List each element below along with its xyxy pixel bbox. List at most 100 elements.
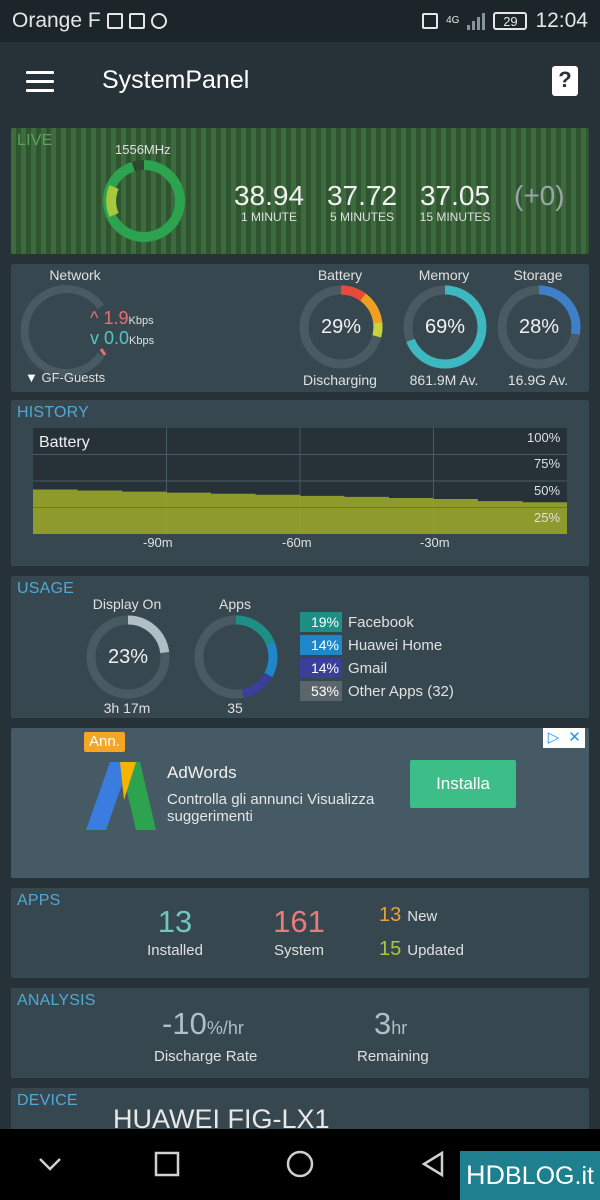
discharge-rate-unit: %/hr	[206, 1018, 244, 1038]
apps-card[interactable]: APPS 13 Installed 161 System 13 New 15 U…	[11, 888, 589, 978]
download-unit: Kbps	[129, 335, 155, 347]
ad-install-button[interactable]: Installa	[410, 760, 516, 808]
network-download: v 0.0Kbps	[90, 328, 154, 349]
analysis-card[interactable]: ANALYSIS -10%/hr Discharge Rate 3hr Rema…	[11, 988, 589, 1078]
apps-new-value: 13	[379, 904, 402, 926]
legend-gmail-pct: 14%	[300, 658, 342, 678]
apps-usage-ring	[194, 615, 278, 699]
apps-usage-label: Apps	[219, 596, 251, 612]
nav-collapse-chevron-icon[interactable]	[35, 1149, 65, 1179]
battery-ring-gauge	[299, 285, 383, 369]
storage-percent: 28%	[518, 316, 560, 338]
history-series-label: Battery	[39, 434, 90, 451]
nav-back-icon[interactable]	[418, 1149, 448, 1179]
memory-percent: 69%	[424, 316, 466, 338]
load-15min-label: 15 MINUTES	[419, 210, 491, 224]
battery-ring-segment-0	[299, 285, 383, 369]
display-on-ring-gauge	[86, 615, 170, 699]
app-bar: SystemPanel ?	[0, 42, 600, 122]
discharge-rate-label: Discharge Rate	[154, 1048, 258, 1065]
remaining-label: Remaining	[357, 1048, 429, 1065]
network-type-label: 4G	[446, 15, 460, 26]
upload-unit: Kbps	[128, 315, 154, 327]
memory-ring-arc	[403, 285, 487, 369]
wifi-ssid-text: GF-Guests	[41, 370, 106, 385]
ad-close-icon[interactable]: ✕	[568, 729, 581, 746]
apps-new[interactable]: 13 New	[379, 904, 437, 927]
legend-huawei-home[interactable]: 14% Huawei Home	[300, 635, 442, 655]
network-upload: ^ 1.9Kbps	[90, 308, 154, 329]
apps-ring-segment-1	[194, 615, 278, 699]
y-tick-25: 25%	[534, 510, 561, 525]
hamburger-menu-icon[interactable]	[26, 71, 54, 93]
display-on-time: 3h 17m	[103, 700, 151, 716]
watermark-blog: BLOG.it	[505, 1162, 594, 1190]
status-bar: Orange F 4G 29 12:04	[0, 0, 600, 42]
apps-new-label: New	[407, 908, 438, 925]
cpu-ring-arc	[103, 160, 185, 242]
hdblog-watermark: HDBLOG.it	[460, 1151, 600, 1200]
adwords-logo-icon	[86, 762, 156, 830]
ad-title: AdWords	[167, 763, 237, 782]
memory-ring-gauge	[403, 285, 487, 369]
nfc-icon	[422, 13, 439, 29]
ad-choices[interactable]: ▷ ✕	[543, 728, 585, 748]
gauges-card[interactable]: Network ^ 1.9Kbps v 0.0Kbps ▼ GF-Guests …	[11, 264, 589, 392]
load-15min: 37.05 15 MINUTES	[415, 180, 495, 224]
storage-gauge-label: Storage	[513, 267, 563, 283]
legend-facebook[interactable]: 19% Facebook	[300, 612, 414, 632]
apps-updated-label: Updated	[407, 942, 464, 959]
ad-badge: Ann.	[84, 732, 125, 752]
apps-system[interactable]: 161 System	[249, 904, 349, 959]
x-tick-30m: -30m	[420, 535, 450, 550]
load-5min: 37.72 5 MINUTES	[322, 180, 402, 224]
load-delta: (+0)	[514, 180, 565, 211]
clock: 12:04	[535, 9, 588, 32]
live-card[interactable]: LIVE 1556MHz 38.94 1 MINUTE 37.72 5 MINU…	[11, 128, 589, 254]
storage-available: 16.9G Av.	[507, 372, 569, 388]
analysis-title: ANALYSIS	[17, 992, 96, 1009]
download-value: 0.0	[104, 328, 130, 348]
y-tick-50: 50%	[534, 483, 561, 498]
display-on-ring-arc	[86, 615, 170, 699]
network-ring-gauge	[20, 285, 107, 377]
storage-ring-gauge	[497, 285, 581, 369]
usage-card[interactable]: USAGE Display On 23% 3h 17m Apps 35 19% …	[11, 576, 589, 718]
remaining-unit: hr	[391, 1018, 408, 1038]
wifi-icon: ▼	[25, 370, 38, 385]
history-card[interactable]: HISTORY Battery 100% 75% 50% 25% -90m -6…	[11, 400, 589, 566]
legend-other-apps[interactable]: 53% Other Apps (32)	[300, 681, 454, 701]
nav-home-icon[interactable]	[285, 1149, 315, 1179]
ad-choices-play-icon[interactable]: ▷	[547, 729, 560, 746]
legend-other-apps-pct: 53%	[300, 681, 342, 701]
legend-other-apps-name: Other Apps (32)	[348, 682, 454, 700]
apps-installed-label: Installed	[147, 942, 203, 959]
ad-banner[interactable]: Ann. ▷ ✕ AdWords Controlla gli annunci V…	[11, 728, 589, 878]
apps-title: APPS	[17, 892, 61, 909]
y-tick-75: 75%	[534, 456, 561, 471]
battery-history-area	[33, 489, 567, 534]
y-tick-100: 100%	[527, 430, 561, 445]
cpu-ring-accent	[106, 185, 119, 217]
apps-ring-segment-0	[194, 615, 278, 699]
apps-updated-value: 15	[379, 938, 402, 960]
history-title: HISTORY	[17, 404, 89, 421]
apps-updated[interactable]: 15 Updated	[379, 938, 464, 961]
memory-gauge-label: Memory	[418, 267, 470, 283]
apps-installed[interactable]: 13 Installed	[125, 904, 225, 959]
apps-system-value: 161	[273, 904, 325, 939]
legend-gmail[interactable]: 14% Gmail	[300, 658, 387, 678]
display-on-percent: 23%	[107, 646, 149, 668]
remaining-value: 3	[374, 1006, 392, 1041]
help-icon[interactable]: ?	[552, 66, 578, 96]
usage-title: USAGE	[17, 580, 75, 597]
battery-ring-segment-2	[299, 285, 383, 369]
display-on-label: Display On	[92, 596, 162, 612]
carrier-label: Orange F	[12, 9, 101, 32]
nav-recents-icon[interactable]	[152, 1149, 182, 1179]
battery-icon: 29	[493, 12, 528, 30]
discharge-rate: -10%/hr	[162, 1006, 244, 1042]
ad-description: Controlla gli annunci Visualizza suggeri…	[167, 791, 375, 825]
legend-facebook-name: Facebook	[348, 613, 414, 631]
battery-status: Discharging	[303, 372, 377, 388]
